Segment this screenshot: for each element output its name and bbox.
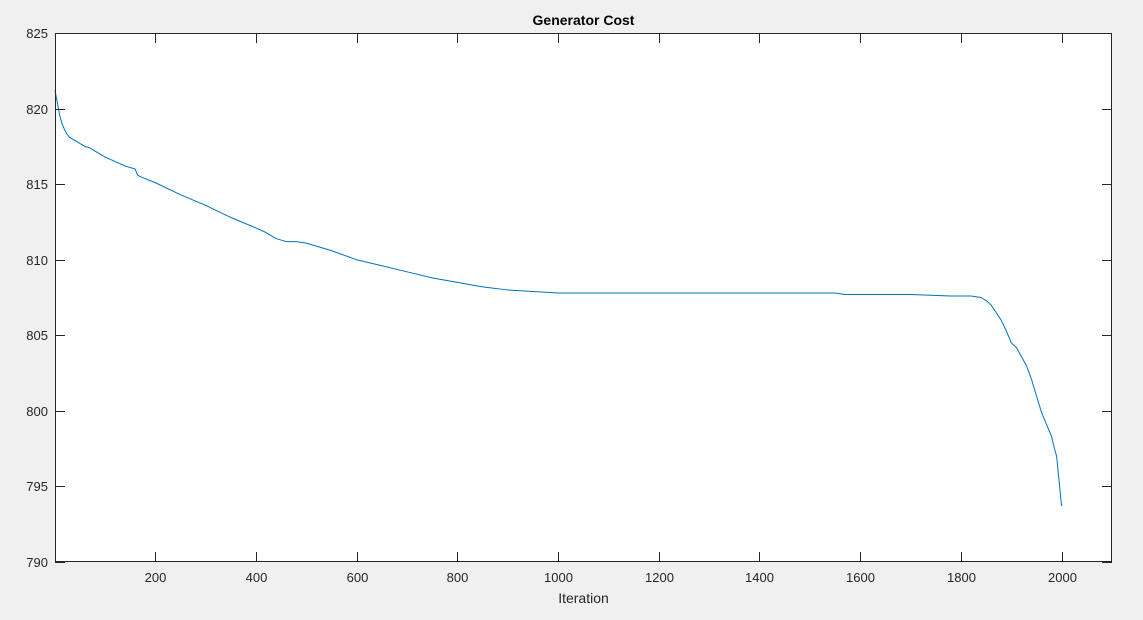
axes-box — [55, 33, 1112, 562]
chart-title: Generator Cost — [533, 12, 635, 28]
x-tick-label: 1200 — [645, 570, 674, 585]
x-tick-label: 1000 — [544, 570, 573, 585]
y-tick-label: 805 — [26, 328, 48, 343]
plot-area — [55, 33, 1112, 562]
ticks-layer: 200 400 600 800 1000 1200 1400 1600 1800 2000 790 7… — [26, 26, 1112, 585]
y-tick-label: 800 — [26, 404, 48, 419]
x-axis-label: Iteration — [558, 590, 609, 606]
series-line — [54, 90, 1063, 507]
y-tick-label: 810 — [26, 253, 48, 268]
y-tick-label: 795 — [26, 479, 48, 494]
x-tick-label: 200 — [145, 570, 167, 585]
y-tick-label: 820 — [26, 102, 48, 117]
x-tick-label: 1400 — [745, 570, 774, 585]
x-tick-label: 1600 — [846, 570, 875, 585]
series-layer — [54, 90, 1063, 507]
x-tick-label: 1800 — [947, 570, 976, 585]
x-tick-label: 2000 — [1048, 570, 1077, 585]
x-tick-label: 400 — [246, 570, 268, 585]
y-tick-label: 815 — [26, 177, 48, 192]
y-tick-label: 825 — [26, 26, 48, 41]
y-tick-label: 790 — [26, 555, 48, 570]
x-tick-label: 800 — [447, 570, 469, 585]
x-tick-label: 600 — [347, 570, 369, 585]
